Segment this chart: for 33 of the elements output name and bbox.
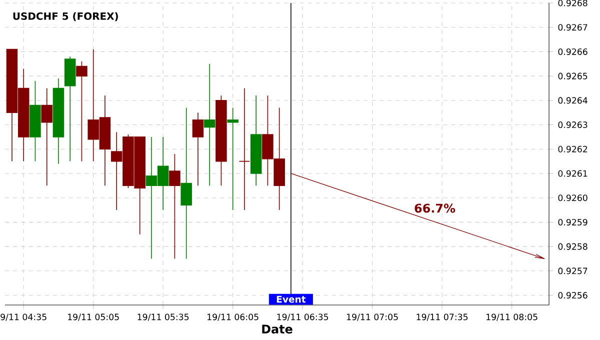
candlestick xyxy=(227,107,238,210)
y-tick-label: 0.9260 xyxy=(558,194,588,202)
y-tick-label: 0.9268 xyxy=(558,0,588,6)
y-tick-label: 0.9264 xyxy=(558,97,588,104)
y-tick-label: 0.9258 xyxy=(558,243,588,250)
ref-line-label: Event xyxy=(276,296,306,303)
y-tick-label: 0.9262 xyxy=(558,146,588,152)
candlestick xyxy=(192,112,204,186)
x-tick-label: 19/11 06:05 xyxy=(208,314,258,321)
x-tick-label: 19/11 05:35 xyxy=(138,314,189,321)
candlestick xyxy=(76,61,88,162)
text: USDCHF 5 (FOREX) xyxy=(13,12,118,22)
y-tick-label: 0.9267 xyxy=(558,24,588,31)
x-tick-label: 9/11 04:35 xyxy=(0,314,46,321)
candlestick xyxy=(238,88,250,210)
x-tick-label: 19/11 05:05 xyxy=(68,314,119,321)
annotation: 66.7% xyxy=(414,204,456,213)
candlestick xyxy=(41,88,52,186)
x-tick-label: 19/11 07:35 xyxy=(416,314,468,321)
y-tick-label: 0.9266 xyxy=(558,48,588,55)
x-tick-label: 19/11 08:05 xyxy=(486,314,538,321)
x-axis-title: Date xyxy=(262,324,292,334)
y-tick-label: 0.9256 xyxy=(558,292,588,299)
x-tick-label: 19/11 07:05 xyxy=(347,314,398,321)
y-tick-label: 0.9263 xyxy=(558,122,588,128)
candlestick xyxy=(204,63,216,186)
y-tick-label: 0.9259 xyxy=(558,218,588,226)
y-tick-label: 0.9261 xyxy=(558,170,588,177)
y-tick-label: 0.9257 xyxy=(558,268,588,274)
candlestick xyxy=(169,154,180,260)
candlestick xyxy=(180,107,192,260)
y-tick-label: 0.9265 xyxy=(558,72,588,80)
x-tick-label: 19/11 06:35 xyxy=(277,314,328,321)
